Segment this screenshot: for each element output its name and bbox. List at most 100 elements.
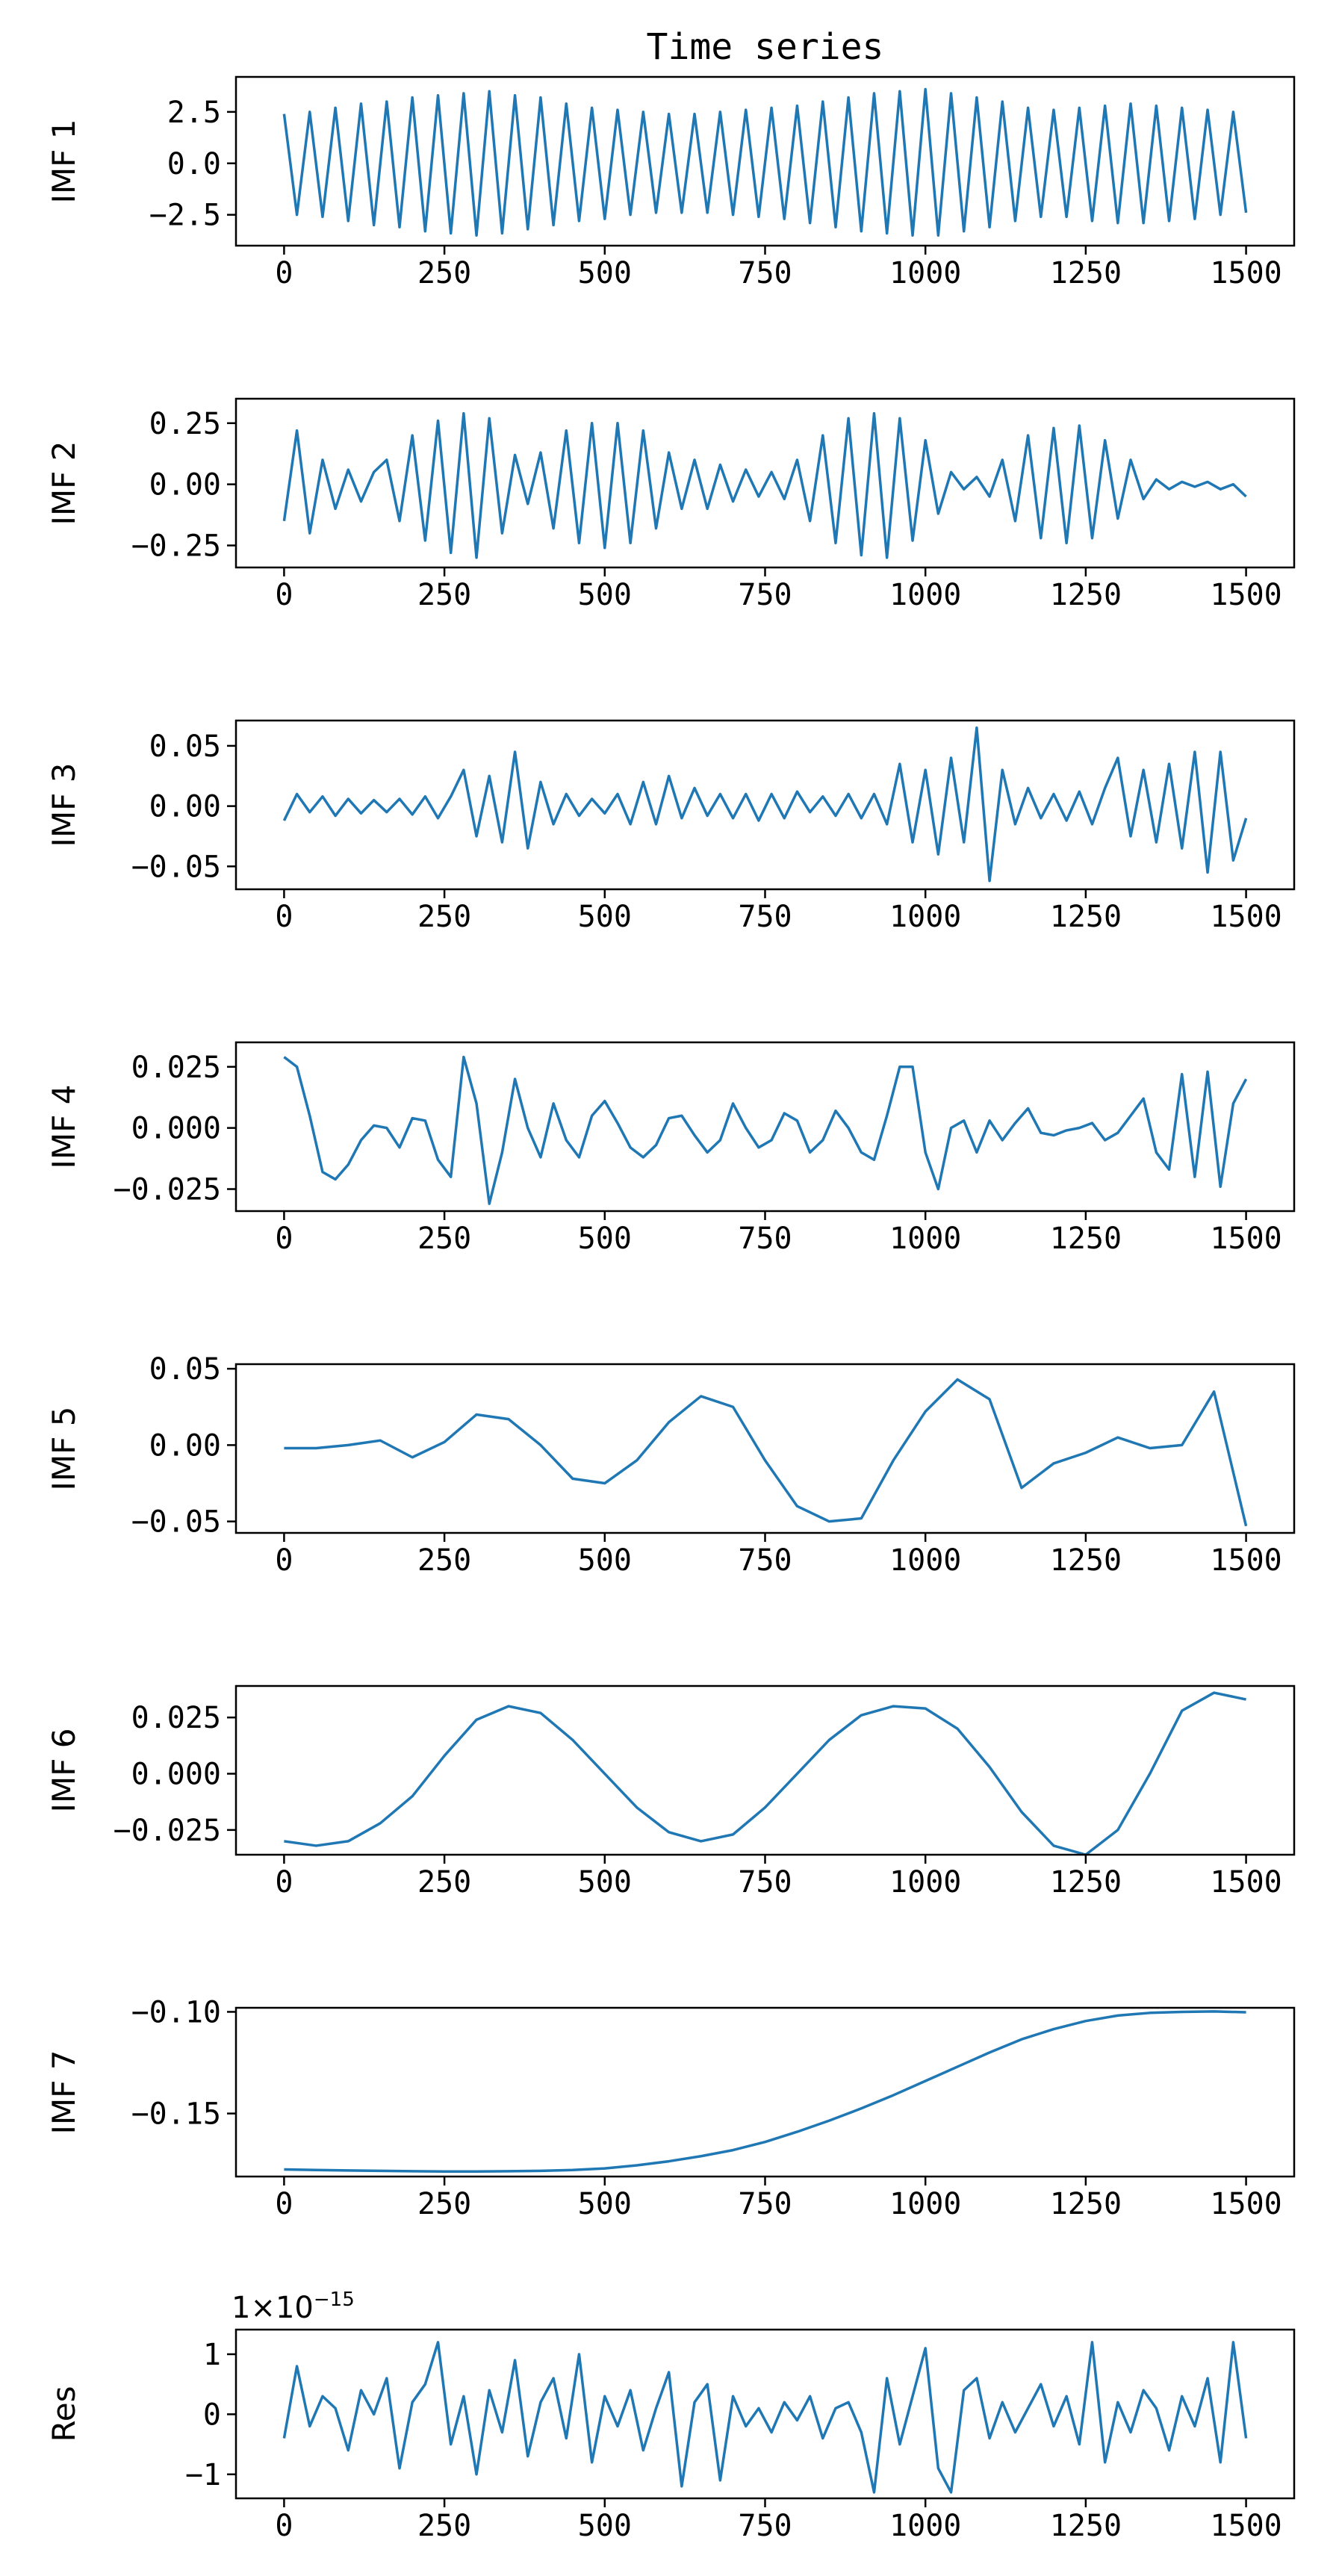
y-tick-label: −0.05 xyxy=(131,1505,221,1540)
x-tick-label: 1000 xyxy=(889,2509,961,2543)
x-tick-label: 750 xyxy=(738,256,792,290)
series-line xyxy=(282,87,1248,237)
y-tick-label: 0.05 xyxy=(149,1352,221,1387)
chart-title: Time series xyxy=(647,26,884,68)
x-tick-label: 250 xyxy=(417,1222,471,1256)
series-line xyxy=(283,1055,1248,1205)
y-tick-label: 0.00 xyxy=(149,468,221,503)
x-tick-label: 1250 xyxy=(1050,900,1122,934)
x-tick-label: 500 xyxy=(578,900,632,934)
x-tick-label: 250 xyxy=(417,900,471,934)
x-tick-label: 750 xyxy=(738,578,792,612)
y-tick-label: −0.25 xyxy=(131,529,221,564)
y-tick-label: −0.025 xyxy=(114,1173,222,1207)
offset-text-exponent: −15 xyxy=(314,2289,355,2311)
offset-text-base: 1×10 xyxy=(232,2291,314,2325)
y-axis-label: IMF 3 xyxy=(46,763,82,847)
x-tick-label: 1250 xyxy=(1050,2187,1122,2221)
x-tick-label: 250 xyxy=(417,256,471,290)
x-tick-label: 500 xyxy=(578,2509,632,2543)
x-tick-label: 0 xyxy=(275,1543,293,1578)
subplot: 0 250 500 750 1000 1250 1500 −2.5 0.0 2.5 IMF 1 Tim… xyxy=(46,26,1296,290)
subplot: 0 250 500 750 1000 1250 1500 −0.05 0.00 0.05 IMF 3 xyxy=(46,719,1296,934)
subplot: 0 250 500 750 1000 1250 1500 −0.025 0.000 0.025 IM… xyxy=(46,1041,1296,1256)
y-tick-label: −1 xyxy=(185,2458,221,2492)
x-tick-label: 1000 xyxy=(889,256,961,290)
y-tick-label: 1 xyxy=(203,2338,221,2372)
y-tick-label: −0.025 xyxy=(114,1814,222,1848)
x-tick-label: 250 xyxy=(417,2187,471,2221)
series-line xyxy=(282,726,1248,883)
x-tick-label: 1000 xyxy=(889,900,961,934)
axes-frame xyxy=(234,1684,1296,1856)
x-tick-label: 1250 xyxy=(1050,1543,1122,1578)
x-tick-label: 500 xyxy=(578,1865,632,1900)
x-tick-label: 1500 xyxy=(1210,578,1281,612)
x-tick-label: 1000 xyxy=(889,1222,961,1256)
x-tick-label: 0 xyxy=(275,256,293,290)
axes-frame xyxy=(234,1041,1296,1213)
x-tick-label: 1250 xyxy=(1050,2509,1122,2543)
x-tick-label: 250 xyxy=(417,1865,471,1900)
subplot: 0 250 500 750 1000 1250 1500 −0.15 −0.10 IMF 7 xyxy=(46,1995,1296,2221)
y-tick-label: 0.025 xyxy=(131,1051,221,1085)
y-tick-label: 0.00 xyxy=(149,790,221,824)
y-axis-label: IMF 5 xyxy=(46,1407,82,1491)
x-tick-label: 0 xyxy=(275,1865,293,1900)
y-tick-label: 0.00 xyxy=(149,1428,221,1463)
subplot: 0 250 500 750 1000 1250 1500 −0.25 0.00 0.25 IMF 2 xyxy=(46,397,1296,612)
y-tick-label: −0.05 xyxy=(131,850,221,884)
y-axis-label: IMF 1 xyxy=(46,119,82,204)
x-tick-label: 0 xyxy=(275,900,293,934)
x-tick-label: 500 xyxy=(578,1222,632,1256)
x-tick-label: 750 xyxy=(738,2187,792,2221)
series-line xyxy=(282,411,1247,559)
y-tick-label: −0.10 xyxy=(131,1995,221,2029)
y-tick-label: 0.0 xyxy=(167,147,221,181)
x-tick-label: 1500 xyxy=(1210,900,1281,934)
y-tick-label: 0 xyxy=(203,2398,221,2432)
x-tick-label: 750 xyxy=(738,900,792,934)
x-tick-label: 1500 xyxy=(1210,2509,1281,2543)
y-tick-label: 0.000 xyxy=(131,1112,221,1146)
y-tick-label: 2.5 xyxy=(167,96,221,130)
subplot: 0 250 500 750 1000 1250 1500 −0.025 0.000 0.025 IM… xyxy=(46,1684,1296,1900)
x-tick-label: 1250 xyxy=(1050,1865,1122,1900)
subplot: 0 250 500 750 1000 1250 1500 −0.05 0.00 0.05 IMF 5 xyxy=(46,1352,1296,1578)
x-tick-label: 250 xyxy=(417,2509,471,2543)
x-tick-label: 1500 xyxy=(1210,1222,1281,1256)
x-tick-label: 1250 xyxy=(1050,256,1122,290)
y-axis-label: IMF 6 xyxy=(46,1729,82,1813)
y-tick-label: 0.000 xyxy=(131,1758,221,1792)
y-axis-label: IMF 7 xyxy=(46,2050,82,2135)
y-axis-label: Res xyxy=(46,2386,82,2442)
x-tick-label: 1500 xyxy=(1210,256,1281,290)
x-tick-label: 0 xyxy=(275,2509,293,2543)
y-axis-label: IMF 4 xyxy=(46,1085,82,1169)
x-tick-label: 1000 xyxy=(889,1543,961,1578)
y-tick-label: 0.025 xyxy=(131,1701,221,1735)
x-tick-label: 0 xyxy=(275,1222,293,1256)
y-tick-label: −0.15 xyxy=(131,2097,221,2132)
series-line xyxy=(284,1691,1246,1856)
x-tick-label: 1250 xyxy=(1050,578,1122,612)
x-tick-label: 0 xyxy=(275,578,293,612)
x-tick-label: 750 xyxy=(738,1865,792,1900)
x-tick-label: 1250 xyxy=(1050,1222,1122,1256)
x-tick-label: 250 xyxy=(417,578,471,612)
y-tick-label: 0.05 xyxy=(149,729,221,764)
axes-frame xyxy=(234,2006,1296,2178)
x-tick-label: 1500 xyxy=(1210,1865,1281,1900)
x-tick-label: 1500 xyxy=(1210,1543,1281,1578)
x-tick-label: 500 xyxy=(578,1543,632,1578)
x-tick-label: 750 xyxy=(738,1222,792,1256)
x-tick-label: 1000 xyxy=(889,578,961,612)
x-tick-label: 500 xyxy=(578,578,632,612)
x-tick-label: 750 xyxy=(738,1543,792,1578)
y-tick-label: −2.5 xyxy=(149,199,221,233)
x-tick-label: 0 xyxy=(275,2187,293,2221)
y-tick-label: 0.25 xyxy=(149,407,221,441)
offset-text: 1×10−15 xyxy=(232,2289,355,2325)
series-line xyxy=(282,2341,1248,2494)
